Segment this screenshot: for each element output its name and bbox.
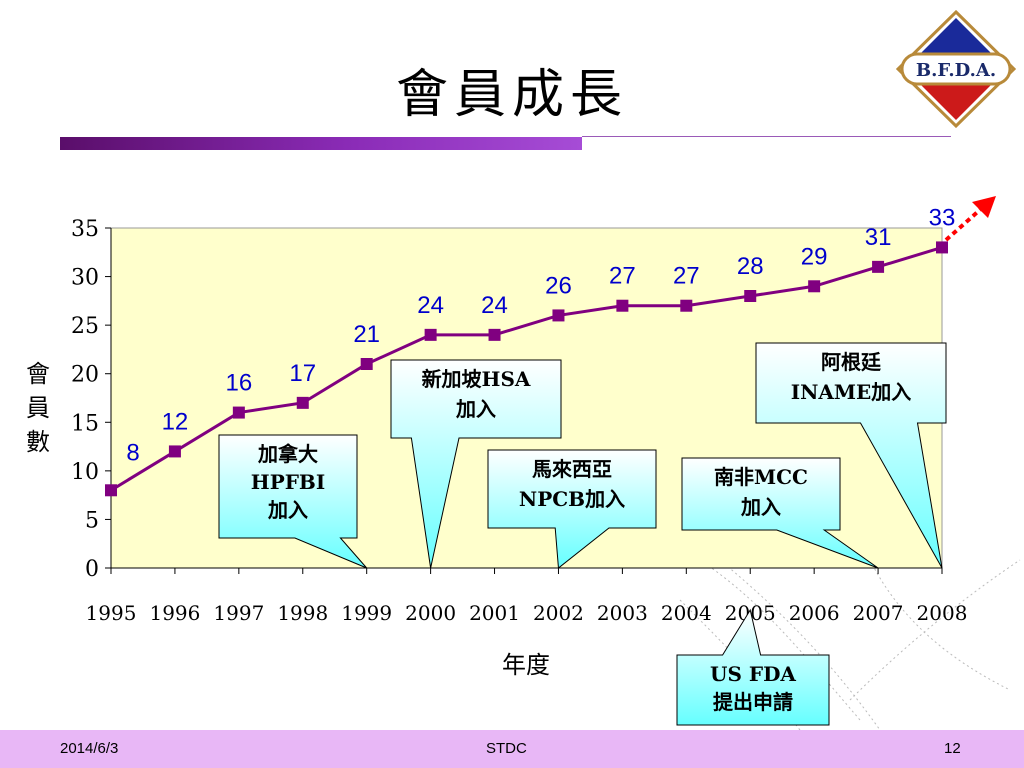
- data-label-2008: 33: [929, 204, 956, 231]
- footer-date: 2014/6/3: [60, 740, 119, 757]
- x-axis: 1995 1996 1997 1998 1999 2000 2001 2002 2003 2004…: [86, 567, 968, 625]
- trend-arrow: [944, 196, 996, 242]
- data-point-2006: [808, 280, 821, 293]
- data-point-1995: [105, 484, 117, 497]
- data-label-2000: 24: [417, 292, 444, 319]
- data-label-2002: 26: [545, 272, 572, 299]
- callout-text: 新加坡HSA: [422, 367, 531, 391]
- data-point-2008: [936, 241, 948, 254]
- y-tick-label: 10: [71, 460, 99, 485]
- bfda-logo: B.F.D.A.: [896, 10, 1016, 128]
- callout-2002: 馬來西亞 NPCB加入: [487, 449, 657, 569]
- x-tick-label: 2007: [853, 601, 904, 625]
- data-point-2003: [616, 299, 629, 312]
- data-label-2007: 31: [865, 224, 892, 251]
- callout-text: 提出申請: [713, 690, 793, 714]
- data-label-2004: 27: [673, 263, 700, 290]
- data-point-2007: [872, 260, 885, 273]
- callout-2000: 新加坡HSA 加入: [390, 359, 562, 569]
- data-point-2005: [744, 290, 757, 302]
- callout-text: 加入: [740, 495, 781, 519]
- logo-text: B.F.D.A.: [916, 60, 996, 81]
- data-label-1996: 12: [162, 408, 189, 435]
- y-tick-label: 35: [71, 217, 99, 242]
- data-point-1996: [168, 445, 181, 458]
- data-label-1995: 8: [126, 439, 139, 466]
- data-point-2004: [680, 299, 693, 312]
- callout-text: US FDA: [710, 662, 796, 686]
- callout-text: INAME加入: [791, 380, 912, 404]
- x-tick-label: 2000: [405, 601, 456, 625]
- callout-2007: 南非MCC 加入: [681, 457, 879, 569]
- x-tick-label: 1999: [341, 601, 392, 625]
- x-tick-label: 1996: [149, 601, 200, 625]
- x-tick-label: 2002: [533, 601, 584, 625]
- y-tick-label: 30: [71, 266, 99, 291]
- callout-text: 阿根廷: [821, 350, 882, 374]
- data-label-2003: 27: [609, 263, 636, 290]
- x-tick-label: 1997: [213, 601, 264, 625]
- y-axis: 0 5 10 15 20 25 30 35: [71, 217, 112, 582]
- data-labels: 8 12 16 17 21 24 24 26 27 27 28 29 31 33: [126, 204, 955, 466]
- member-growth-chart: 0 5 10 15 20 25 30 35 1995 1996 1997 1998 1999 2000 2…: [26, 196, 1021, 730]
- callout-2005: US FDA 提出申請: [676, 608, 830, 726]
- x-tick-label: 2003: [597, 601, 648, 625]
- callout-text: 南非MCC: [714, 465, 808, 489]
- data-point-1999: [360, 358, 373, 370]
- y-tick-label: 15: [71, 411, 99, 436]
- data-markers: [105, 241, 948, 497]
- x-tick-label: 2004: [661, 601, 712, 625]
- callout-text: 加入: [267, 498, 308, 522]
- callout-text: 加入: [455, 397, 496, 421]
- footer-bar: 2014/6/3 STDC 12: [0, 730, 1024, 768]
- callout-1999: 加拿大 HPFBI 加入: [218, 434, 368, 569]
- data-label-2001: 24: [481, 292, 508, 319]
- footer-center: STDC: [486, 740, 527, 757]
- data-label-1997: 16: [225, 370, 252, 397]
- x-axis-label: 年度: [502, 651, 550, 679]
- title-underline-bar: [60, 137, 582, 150]
- page-title: 會員成長: [395, 65, 628, 125]
- data-point-2000: [424, 328, 437, 341]
- data-label-1999: 21: [353, 321, 380, 348]
- title-underline-line: [582, 136, 951, 137]
- data-point-2002: [552, 309, 565, 322]
- series-line: [110, 245, 943, 492]
- footer-page-number: 12: [944, 740, 961, 757]
- x-tick-label: 2001: [469, 601, 520, 625]
- y-tick-label: 0: [85, 557, 99, 582]
- callout-2008: 阿根廷 INAME加入: [755, 342, 947, 569]
- data-label-2005: 28: [737, 253, 764, 280]
- y-tick-label: 5: [85, 508, 99, 533]
- data-label-1998: 17: [289, 360, 316, 387]
- x-tick-label: 1995: [86, 601, 137, 625]
- data-point-2001: [488, 328, 501, 341]
- callout-text: 加拿大: [257, 442, 318, 466]
- callout-text: NPCB加入: [519, 487, 625, 511]
- y-axis-label: 會員數: [26, 360, 50, 456]
- y-tick-label: 25: [71, 314, 99, 339]
- callout-text: HPFBI: [251, 470, 325, 494]
- x-tick-label: 1998: [277, 601, 328, 625]
- callouts: 加拿大HPFBI加入新加坡HSA加入馬來西亞NPCB加入南非MCC加入阿根廷IN…: [218, 342, 947, 726]
- x-tick-label: 2006: [789, 601, 840, 625]
- data-point-1998: [296, 396, 309, 409]
- data-label-2006: 29: [801, 243, 828, 270]
- x-tick-label: 2008: [917, 601, 968, 625]
- data-point-1997: [232, 406, 245, 419]
- y-tick-label: 20: [71, 363, 99, 388]
- callout-text: 馬來西亞: [532, 457, 612, 481]
